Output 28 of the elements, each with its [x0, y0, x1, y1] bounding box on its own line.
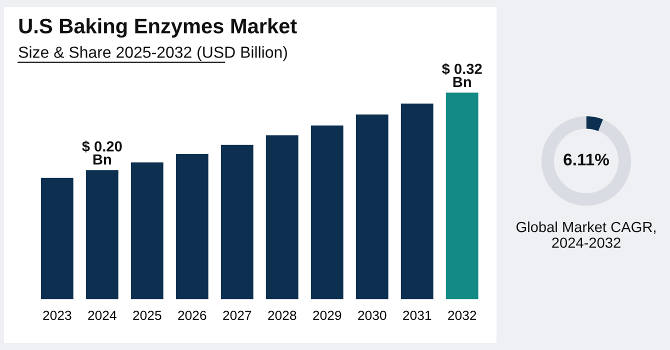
x-tick-label: 2026 — [178, 310, 206, 320]
x-tick-label: 2024 — [88, 310, 116, 320]
data-label: $ 0.32 Bn — [442, 63, 482, 87]
x-tick-label: 2025 — [133, 310, 162, 320]
bar — [400, 104, 434, 300]
x-tick-label: 2031 — [403, 310, 432, 320]
bar — [40, 178, 74, 300]
bar — [176, 154, 208, 300]
x-tick-label: 2029 — [313, 310, 342, 320]
bar — [86, 170, 118, 300]
x-tick-label: 2030 — [358, 310, 386, 320]
data-label: $ 0.20 Bn — [82, 140, 122, 164]
bar — [310, 126, 344, 300]
chart-title: U.S Baking Enzymes Market — [19, 18, 297, 38]
bar — [446, 92, 478, 300]
x-tick-label: 2032 — [448, 310, 476, 320]
text: 6.11% — [564, 154, 609, 166]
donut-slice — [586, 116, 604, 132]
donut-slice — [541, 116, 632, 206]
text: Global Market CAGR, 2024-2032 — [516, 221, 656, 248]
bar — [130, 162, 164, 300]
x-tick-label: 2023 — [43, 310, 72, 320]
x-tick-label: 2028 — [268, 310, 296, 320]
x-tick-label: 2027 — [223, 310, 252, 320]
bar — [266, 135, 298, 300]
chart-subtitle: Size & Share 2025-2032 (USD Billion) — [18, 46, 287, 62]
bar — [356, 114, 388, 300]
bar — [220, 144, 254, 300]
